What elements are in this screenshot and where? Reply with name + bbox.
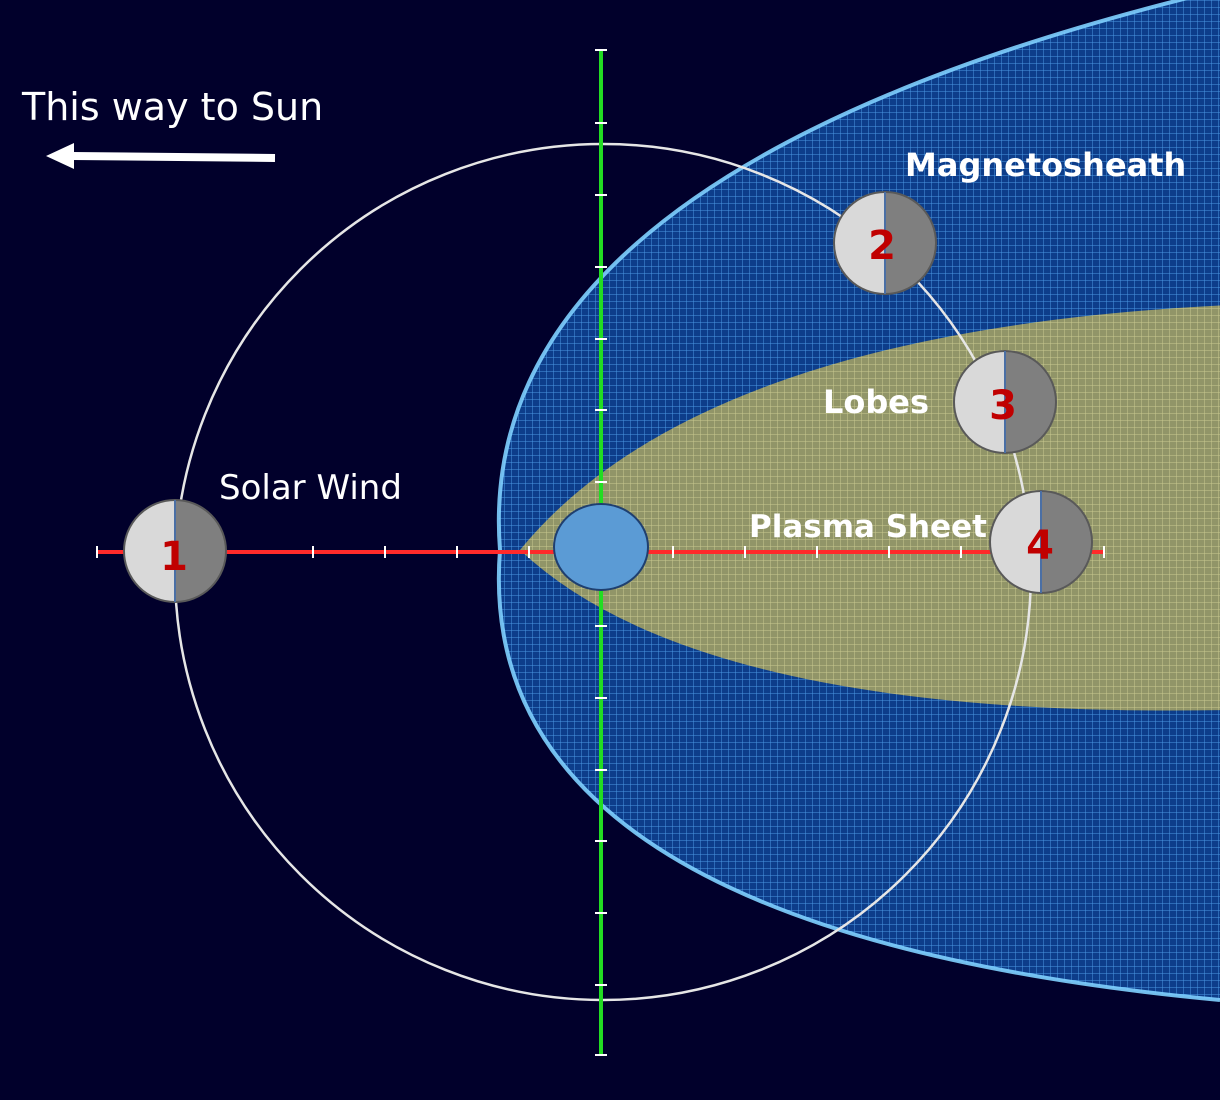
moon-phase-2: 2	[833, 191, 937, 295]
sun-direction-label: This way to Sun	[21, 85, 323, 129]
moon-phase-3: 3	[953, 350, 1057, 454]
moon-number-1: 1	[160, 534, 188, 580]
moon-phase-1: 1	[123, 499, 227, 603]
earth	[553, 503, 649, 591]
plasma-sheet-label: Plasma Sheet	[749, 509, 987, 545]
solar-wind-label: Solar Wind	[219, 468, 402, 508]
magnetosheath-label: Magnetosheath	[905, 146, 1186, 184]
moon-number-4: 4	[1026, 523, 1054, 569]
sun-direction-arrow	[46, 143, 276, 169]
moon-number-3: 3	[989, 383, 1017, 429]
moon-number-2: 2	[868, 223, 896, 269]
moon-phase-4: 4	[989, 490, 1093, 594]
lobes-label: Lobes	[823, 383, 929, 421]
